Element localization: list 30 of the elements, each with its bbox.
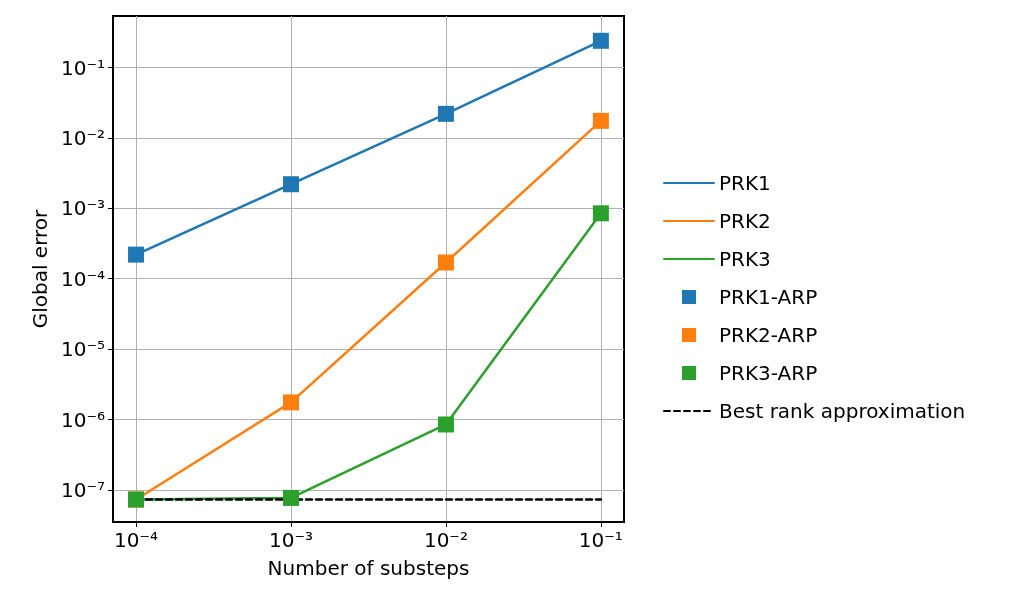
y-tick-label: 10⁻² [60,125,105,150]
y-tick-label: 10⁻⁶ [60,407,105,432]
point [592,32,609,49]
y-axis-title: Global error [28,208,53,329]
legend-label: Best rank approximation [719,399,966,423]
point [437,105,454,122]
point [282,489,299,506]
point [282,394,299,411]
legend-label: PRK2-ARP [719,323,818,347]
y-tick-label: 10⁻⁴ [60,266,105,291]
point [128,246,145,263]
point [282,176,299,193]
point [437,416,454,433]
x-axis-title: Number of substeps [267,556,470,580]
y-tick-label: 10⁻⁵ [60,337,105,362]
legend-label: PRK3 [719,247,771,271]
x-tick-label: 10⁻² [423,528,468,552]
x-tick-label: 10⁻¹ [578,528,623,552]
legend-label: PRK1-ARP [719,285,818,309]
y-tick-label: 10⁻¹ [60,55,105,80]
x-tick-label: 10⁻⁴ [114,528,159,552]
legend-label: PRK2 [719,209,771,233]
legend-label: PRK3-ARP [719,361,818,385]
y-tick-label: 10⁻⁷ [60,477,105,502]
point [592,112,609,129]
legend-label: PRK1 [719,171,771,195]
point [437,254,454,271]
point [592,205,609,222]
y-tick-label: 10⁻³ [60,196,105,221]
x-tick-label: 10⁻³ [268,528,314,552]
